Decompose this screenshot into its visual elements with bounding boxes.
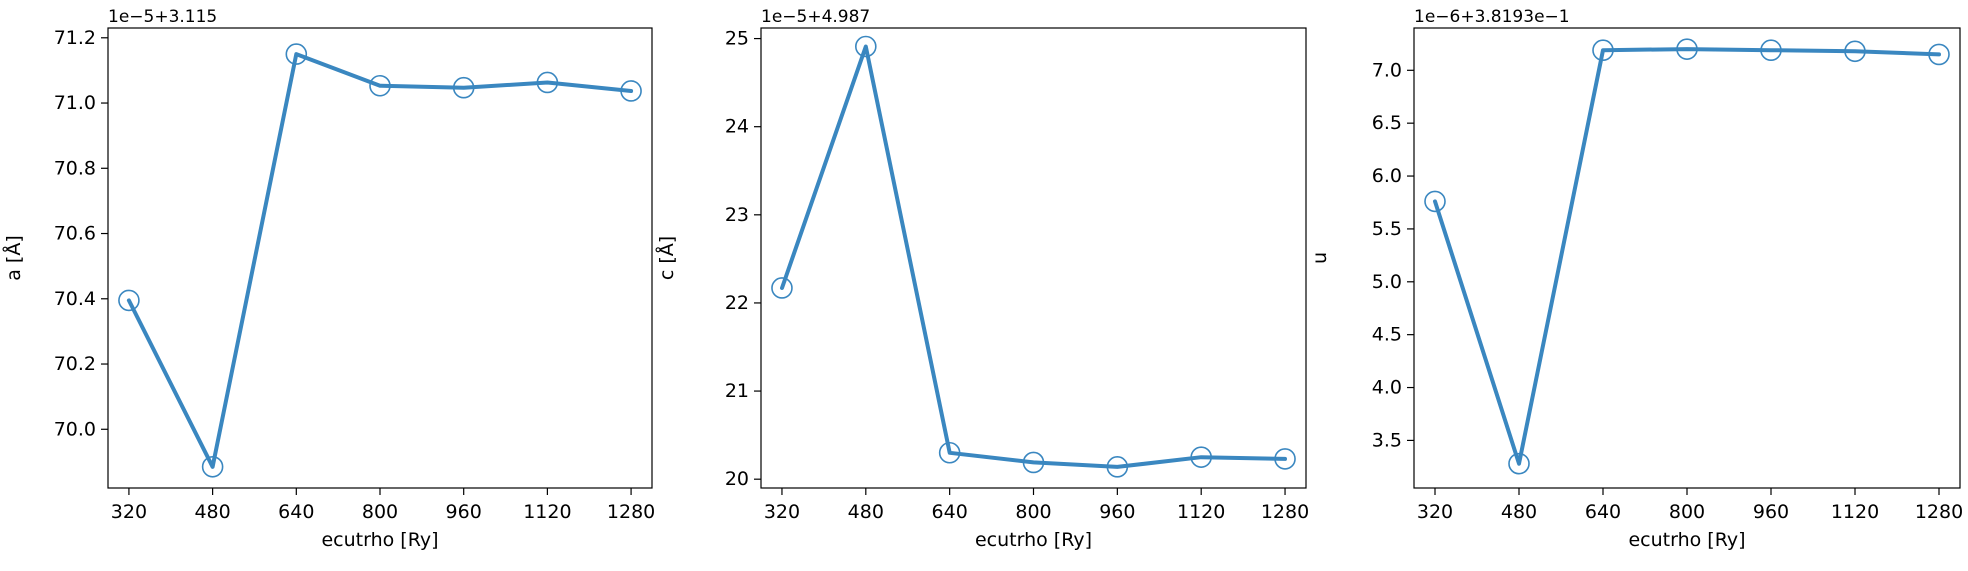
data-point <box>1592 39 1614 62</box>
y-axis-label: c [Å] <box>655 236 678 280</box>
data-point <box>536 71 559 94</box>
y-axis-label: u <box>1309 252 1331 264</box>
y-tick-label: 5.5 <box>1372 218 1402 240</box>
series-line <box>1433 47 1941 466</box>
y-tick-label: 6.0 <box>1372 165 1402 187</box>
series-line <box>780 44 1287 469</box>
y-tick-label: 22 <box>725 292 749 314</box>
x-tick-label: 320 <box>1417 501 1453 523</box>
y-tick-label: 3.5 <box>1372 429 1402 451</box>
x-axis-label: ecutrho [Ry] <box>975 529 1092 551</box>
data-point <box>1274 448 1296 470</box>
y-tick-label: 4.0 <box>1372 377 1402 399</box>
x-tick-label: 800 <box>362 501 398 523</box>
data-point <box>620 80 642 102</box>
x-tick-label: 480 <box>194 501 230 523</box>
data-point <box>1190 446 1212 468</box>
plot-frame <box>760 27 1307 489</box>
y-tick-label: 4.5 <box>1372 324 1402 346</box>
axis-offset-label: 1e−6+3.8193e−1 <box>1414 7 1570 27</box>
series-line <box>126 52 634 469</box>
x-axis-label: ecutrho [Ry] <box>321 529 438 551</box>
x-tick-label: 480 <box>1501 501 1537 523</box>
y-tick-label: 70.6 <box>54 223 96 245</box>
y-tick-label: 21 <box>725 380 749 402</box>
y-tick-label: 6.5 <box>1372 112 1402 134</box>
y-tick-label: 7.0 <box>1372 59 1402 81</box>
x-tick-label: 640 <box>932 501 968 523</box>
y-tick-label: 70.4 <box>54 288 96 310</box>
plot-frame <box>1413 27 1961 489</box>
y-tick-label: 71.0 <box>54 92 96 114</box>
axis-offset-label: 1e−5+3.115 <box>108 7 217 27</box>
x-tick-label: 1120 <box>1831 501 1879 523</box>
data-point <box>1424 190 1446 213</box>
data-point <box>1106 456 1129 478</box>
data-point <box>1760 39 1782 62</box>
axis-offset-label: 1e−5+4.987 <box>761 7 870 27</box>
data-point <box>285 43 308 65</box>
x-tick-label: 960 <box>446 501 482 523</box>
x-tick-label: 1120 <box>1177 501 1225 523</box>
y-tick-label: 70.8 <box>54 157 96 179</box>
x-tick-label: 320 <box>764 501 800 523</box>
chart-panel-a: 1e−5+3.115 70.0 70.2 70.4 70.6 70.8 71.0 71.2 32… <box>2 7 655 551</box>
chart-panel-c: 1e−5+4.987 20 21 22 23 24 25 320 480 640 800 960 112… <box>655 7 1309 551</box>
x-axis-label: ecutrho [Ry] <box>1628 529 1745 551</box>
data-point <box>118 289 140 312</box>
data-point <box>452 76 475 99</box>
x-tick-label: 1280 <box>607 501 655 523</box>
data-point <box>855 35 877 58</box>
y-tick-label: 25 <box>725 28 749 50</box>
y-tick-label: 70.0 <box>54 418 96 440</box>
data-point <box>938 441 961 464</box>
x-tick-label: 960 <box>1753 501 1789 523</box>
y-tick-label: 23 <box>725 204 749 226</box>
x-tick-label: 800 <box>1015 501 1051 523</box>
x-tick-label: 960 <box>1099 501 1135 523</box>
x-tick-label: 1280 <box>1915 501 1963 523</box>
y-tick-label: 20 <box>725 468 749 490</box>
y-tick-label: 71.2 <box>54 27 96 49</box>
data-point <box>201 455 224 478</box>
data-point <box>1022 451 1045 474</box>
x-tick-label: 800 <box>1669 501 1705 523</box>
y-tick-label: 5.0 <box>1372 271 1402 293</box>
chart-panel-u: 1e−6+3.8193e−1 3.5 4.0 4.5 5.0 5.5 6.0 6.5 7.0 32… <box>1309 7 1963 551</box>
data-point <box>1844 40 1866 63</box>
y-tick-label: 24 <box>725 116 749 138</box>
data-point <box>1676 38 1698 60</box>
y-axis-label: a [Å] <box>2 235 25 281</box>
data-point <box>369 74 391 97</box>
x-tick-label: 640 <box>1585 501 1621 523</box>
x-tick-label: 1280 <box>1261 501 1309 523</box>
data-point <box>1508 452 1530 475</box>
x-tick-label: 1120 <box>523 501 571 523</box>
data-point <box>1928 43 1950 66</box>
data-point <box>771 277 793 299</box>
x-tick-label: 320 <box>111 501 147 523</box>
x-tick-label: 480 <box>848 501 884 523</box>
x-tick-label: 640 <box>278 501 314 523</box>
y-tick-label: 70.2 <box>54 353 96 375</box>
